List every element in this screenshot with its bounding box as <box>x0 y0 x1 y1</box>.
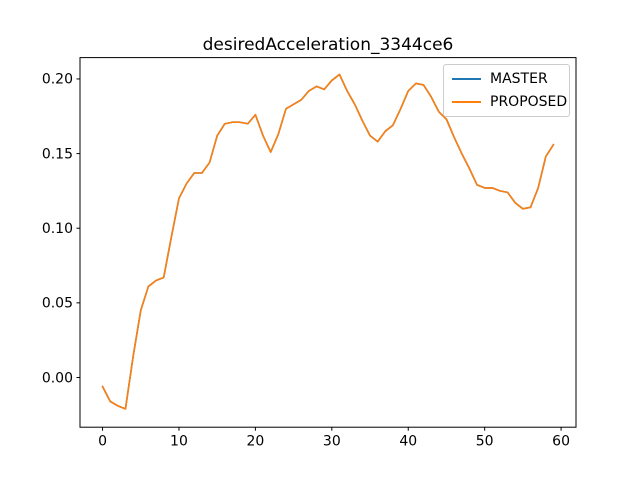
x-tick-label: 50 <box>476 434 494 450</box>
chart-title: desiredAcceleration_3344ce6 <box>202 35 454 55</box>
proposed-line-swatch <box>452 100 481 104</box>
y-tick-label: 0.20 <box>42 72 73 88</box>
master-line-swatch <box>452 77 481 81</box>
series-lines <box>101 73 555 410</box>
legend-label-proposed: PROPOSED <box>490 94 568 110</box>
legend-item-master: MASTER <box>452 70 561 88</box>
x-tick-label: 40 <box>399 434 417 450</box>
series-line-proposed <box>101 73 555 410</box>
y-tick-label: 0.10 <box>42 221 73 237</box>
x-tick-label: 60 <box>552 434 570 450</box>
x-tick-label: 0 <box>98 434 107 450</box>
y-tick-label: 0.00 <box>42 370 73 386</box>
legend-item-proposed: PROPOSED <box>452 93 567 111</box>
y-tick-label: 0.15 <box>42 146 73 162</box>
x-tick-label: 20 <box>246 434 264 450</box>
x-tick-label: 30 <box>323 434 341 450</box>
axes-frame <box>79 57 577 428</box>
legend: MASTER PROPOSED <box>443 64 570 117</box>
axis-ticks: 0 10 20 30 40 50 60 0.00 0.05 0.10 0.15 0.20 <box>42 72 570 450</box>
x-tick-label: 10 <box>170 434 188 450</box>
y-tick-label: 0.05 <box>42 296 73 312</box>
legend-label-master: MASTER <box>490 71 548 87</box>
